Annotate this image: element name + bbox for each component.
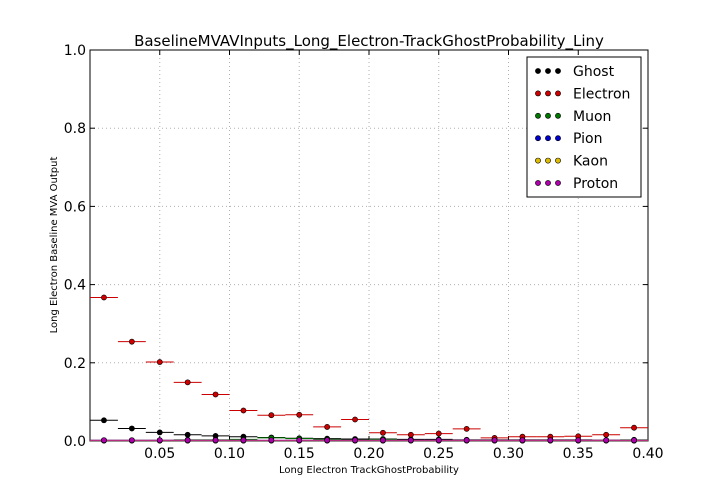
data-point	[435, 430, 442, 437]
x-tick-label: 0.15	[284, 446, 315, 462]
legend-entry-proton: Proton	[535, 176, 618, 192]
data-point	[128, 338, 135, 345]
legend-marker	[535, 180, 541, 186]
legend-box	[526, 56, 642, 198]
legend-label: Proton	[573, 176, 618, 192]
data-point	[212, 437, 219, 444]
data-point	[296, 411, 303, 418]
legend-marker	[555, 68, 561, 74]
legend-marker	[535, 68, 541, 74]
series-proton	[90, 437, 648, 444]
legend-marker	[555, 157, 561, 164]
data-point	[435, 437, 442, 444]
legend-entry-kaon: Kaon	[535, 154, 608, 170]
y-tick-label: 0.6	[64, 199, 86, 215]
legend-entry-electron: Electron	[535, 86, 630, 102]
data-point	[101, 294, 107, 301]
x-tick-label: 0.25	[423, 446, 454, 462]
legend-label: Kaon	[573, 154, 608, 170]
data-point	[631, 424, 637, 431]
data-point	[380, 429, 386, 436]
data-point	[407, 437, 414, 444]
legend-marker	[545, 157, 551, 164]
data-point	[407, 431, 414, 438]
data-point	[324, 424, 331, 430]
legend-entry-ghost: Ghost	[535, 64, 615, 80]
y-tick-label: 0.8	[64, 121, 86, 137]
data-point	[268, 437, 275, 444]
data-point	[324, 437, 331, 444]
y-tick-label: 0.0	[64, 434, 86, 450]
y-axis-label: Long Electron Baseline MVA Output	[49, 157, 60, 334]
data-marks	[90, 294, 648, 444]
data-point	[156, 359, 163, 365]
legend-entry-muon: Muon	[535, 109, 611, 125]
data-point	[296, 437, 303, 444]
legend-marker	[555, 112, 561, 119]
data-point	[352, 416, 358, 423]
data-point	[156, 437, 163, 444]
x-tick-label: 0.35	[563, 446, 594, 462]
legend-marker	[545, 112, 551, 119]
data-point	[128, 437, 135, 444]
legend-marker	[555, 135, 561, 142]
legend-label: Pion	[573, 131, 602, 147]
data-point	[603, 431, 610, 438]
legend-marker	[555, 180, 561, 186]
x-tick-label: 0.40	[632, 446, 663, 462]
x-tick-label: 0.20	[353, 446, 384, 462]
legend-entry-pion: Pion	[535, 131, 602, 147]
x-tick-label: 0.10	[214, 446, 245, 462]
legend-marker	[545, 68, 551, 74]
data-point	[184, 379, 191, 386]
data-point	[463, 437, 470, 444]
legend-label: Muon	[573, 109, 611, 125]
data-point	[463, 425, 470, 432]
chart-title: BaselineMVAVInputs_Long_Electron-TrackGh…	[134, 32, 604, 51]
data-point	[184, 431, 191, 438]
data-point	[184, 437, 191, 444]
axis-ticks: 0.05 0.10 0.15 0.20 0.25 0.30 0.35 0.40 0.0 0.2 0.…	[64, 43, 664, 462]
legend-label: Electron	[573, 86, 630, 102]
data-point	[380, 437, 386, 444]
data-point	[212, 391, 219, 398]
legend: Ghost Electron Muon Pion Kaon Proton	[526, 56, 642, 198]
y-tick-label: 0.2	[64, 356, 86, 372]
data-point	[240, 407, 247, 414]
legend-marker	[545, 90, 551, 97]
data-point	[575, 437, 582, 444]
data-point	[547, 437, 554, 444]
x-tick-label: 0.30	[493, 446, 524, 462]
legend-marker	[545, 180, 551, 186]
legend-marker	[535, 157, 541, 164]
legend-marker	[535, 90, 541, 97]
data-point	[101, 437, 107, 444]
data-point	[603, 437, 610, 444]
data-point	[491, 437, 498, 444]
legend-marker	[545, 135, 551, 142]
x-tick-label: 0.05	[144, 446, 175, 462]
data-point	[631, 437, 637, 444]
y-tick-label: 1.0	[64, 43, 86, 59]
data-point	[156, 429, 163, 436]
data-point	[101, 417, 107, 424]
data-point	[352, 437, 358, 444]
data-point	[128, 425, 135, 432]
data-point	[519, 437, 526, 444]
legend-marker	[555, 90, 561, 97]
y-tick-label: 0.4	[64, 278, 86, 294]
legend-marker	[535, 135, 541, 142]
data-point	[240, 437, 247, 444]
legend-label: Ghost	[573, 64, 615, 80]
legend-marker	[535, 112, 541, 119]
data-point	[268, 412, 275, 419]
x-axis-label: Long Electron TrackGhostProbability	[279, 465, 459, 476]
